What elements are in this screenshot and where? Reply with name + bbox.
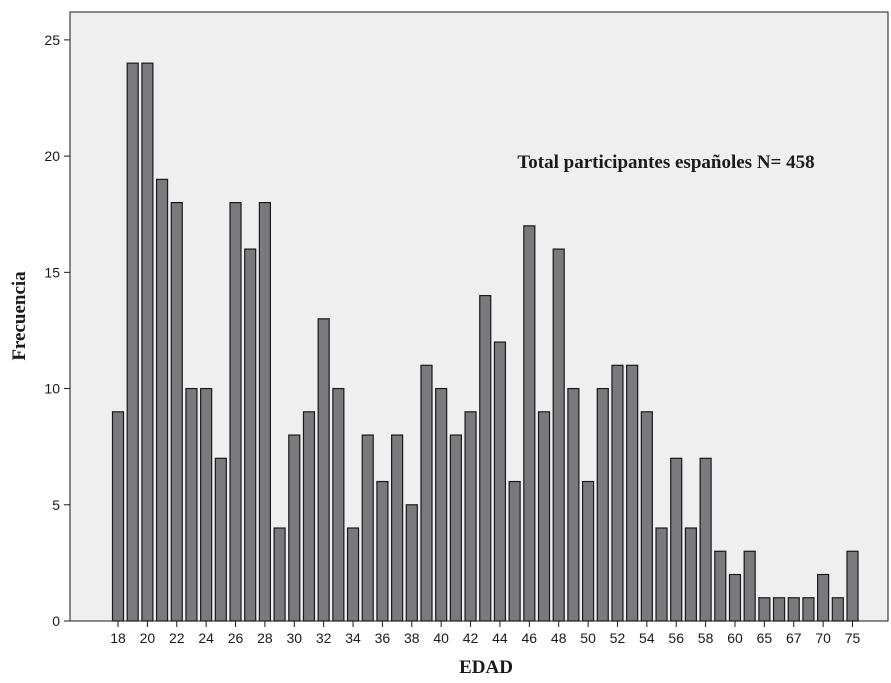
bar-19 bbox=[126, 62, 139, 622]
x-tick-label-36: 36 bbox=[375, 630, 391, 646]
chart-annotation: Total participantes españoles N= 458 bbox=[517, 152, 814, 173]
x-tick-label-54: 54 bbox=[639, 630, 655, 646]
y-tick-label-20: 20 bbox=[44, 148, 60, 164]
x-tick-label-32: 32 bbox=[316, 630, 332, 646]
bar-50 bbox=[581, 480, 595, 622]
bar-34 bbox=[346, 527, 360, 622]
bar-21 bbox=[155, 178, 169, 622]
bar-54 bbox=[640, 411, 653, 622]
x-tick-label-67: 67 bbox=[786, 630, 802, 646]
bar-30 bbox=[288, 434, 301, 622]
bar-38 bbox=[405, 504, 418, 622]
x-tick-label-70: 70 bbox=[815, 630, 831, 646]
bar-53 bbox=[626, 364, 639, 622]
x-tick-label-18: 18 bbox=[110, 630, 126, 646]
bar-46 bbox=[523, 225, 536, 622]
bar-26 bbox=[229, 202, 242, 622]
x-tick-label-48: 48 bbox=[551, 630, 567, 646]
bar-66 bbox=[772, 597, 786, 622]
x-tick-label-42: 42 bbox=[463, 630, 479, 646]
bar-28 bbox=[258, 202, 271, 622]
y-axis-title: Frecuencia bbox=[9, 271, 30, 361]
bar-44 bbox=[493, 341, 507, 622]
x-tick-label-30: 30 bbox=[286, 630, 302, 646]
bar-60 bbox=[728, 573, 742, 622]
bar-20 bbox=[141, 62, 154, 622]
bar-56 bbox=[670, 457, 683, 622]
y-tick-label-10: 10 bbox=[44, 381, 60, 397]
bar-43 bbox=[479, 294, 492, 622]
x-axis-title: EDAD bbox=[459, 657, 513, 678]
y-tick-label-0: 0 bbox=[52, 613, 60, 629]
bar-62 bbox=[743, 550, 756, 622]
x-tick-label-38: 38 bbox=[404, 630, 420, 646]
y-tick-label-15: 15 bbox=[44, 264, 60, 280]
bar-23 bbox=[185, 387, 198, 622]
y-axis: 0 5 10 15 20 25 bbox=[44, 32, 70, 629]
x-tick-label-34: 34 bbox=[345, 630, 361, 646]
bar-27 bbox=[244, 248, 257, 622]
bar-48 bbox=[552, 248, 565, 622]
bar-45 bbox=[508, 480, 521, 622]
bar-31 bbox=[302, 411, 316, 622]
x-tick-label-22: 22 bbox=[169, 630, 185, 646]
bar-41 bbox=[449, 434, 462, 622]
bar-24 bbox=[200, 387, 213, 622]
bar-49 bbox=[567, 387, 580, 622]
x-tick-label-75: 75 bbox=[845, 630, 861, 646]
x-tick-label-58: 58 bbox=[698, 630, 714, 646]
bar-57 bbox=[684, 527, 698, 622]
x-tick-label-28: 28 bbox=[257, 630, 273, 646]
bar-65 bbox=[758, 597, 771, 622]
bar-70 bbox=[817, 573, 830, 622]
y-tick-label-5: 5 bbox=[52, 497, 60, 513]
x-tick-label-50: 50 bbox=[580, 630, 596, 646]
bar-42 bbox=[464, 411, 477, 622]
bar-59 bbox=[714, 550, 727, 622]
x-tick-label-40: 40 bbox=[433, 630, 449, 646]
x-tick-label-46: 46 bbox=[522, 630, 538, 646]
bar-58 bbox=[699, 457, 712, 622]
bar-18 bbox=[111, 411, 125, 622]
x-tick-label-44: 44 bbox=[492, 630, 508, 646]
bar-37 bbox=[391, 434, 404, 622]
bar-39 bbox=[420, 364, 433, 622]
bar-25 bbox=[214, 457, 227, 622]
bar-67 bbox=[787, 597, 800, 622]
bar-51 bbox=[596, 387, 609, 622]
x-tick-label-24: 24 bbox=[198, 630, 214, 646]
x-tick-label-65: 65 bbox=[757, 630, 773, 646]
bar-68 bbox=[802, 597, 815, 622]
bar-75 bbox=[846, 550, 859, 622]
y-tick-label-25: 25 bbox=[44, 32, 60, 48]
x-tick-label-56: 56 bbox=[668, 630, 684, 646]
x-tick-label-20: 20 bbox=[140, 630, 156, 646]
bar-47 bbox=[537, 411, 551, 622]
bar-33 bbox=[332, 387, 345, 622]
bar-40 bbox=[435, 387, 448, 622]
x-tick-label-60: 60 bbox=[727, 630, 743, 646]
bar-22 bbox=[170, 202, 183, 622]
bar-55 bbox=[655, 527, 668, 622]
bar-35 bbox=[361, 434, 374, 622]
bar-32 bbox=[317, 318, 330, 622]
x-tick-label-52: 52 bbox=[610, 630, 626, 646]
bar-36 bbox=[376, 480, 389, 622]
bar-72 bbox=[831, 597, 844, 622]
x-tick-label-26: 26 bbox=[228, 630, 244, 646]
x-axis: 18 20 22 24 26 28 30 32 34 36 38 40 42 44 46 48 50 52 54 56… bbox=[110, 621, 860, 646]
bar-52 bbox=[611, 364, 624, 622]
bar-29 bbox=[273, 527, 286, 622]
